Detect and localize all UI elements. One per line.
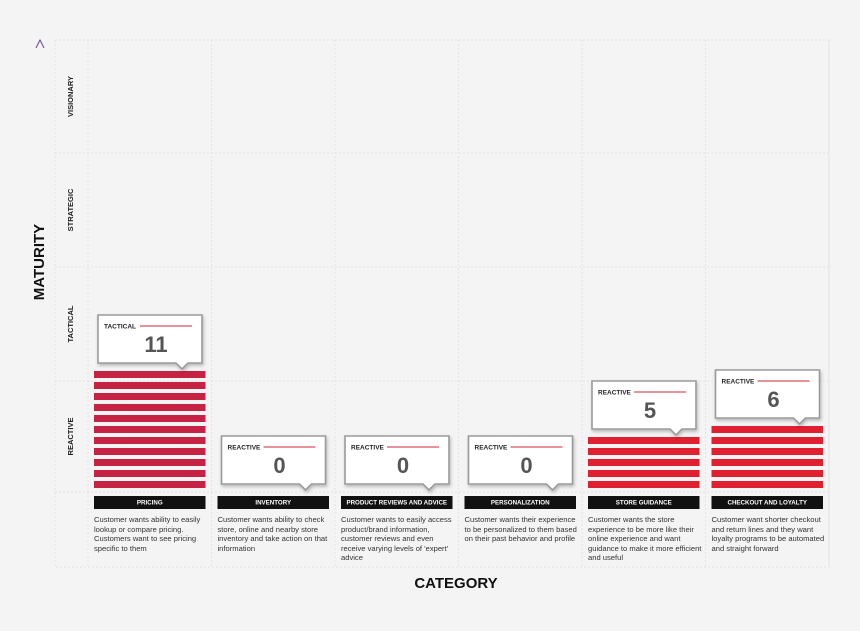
callout-value: 11 [144,332,167,357]
callout-value: 0 [397,453,409,478]
maturity-label: REACTIVE [66,418,75,456]
callout-box [714,369,821,426]
category-label: PRODUCT REVIEWS AND ADVICE [346,500,447,507]
category-label: STORE GUIDANCE [616,500,672,507]
maturity-label: TACTICAL [66,305,75,342]
callout-value: 5 [644,398,656,423]
category-bar [464,496,576,509]
bar [711,426,823,492]
callout-box [97,314,203,371]
callout [220,435,327,492]
callout [344,435,450,492]
category-description: Customer wants ability to check store, o… [217,515,328,553]
category-label: INVENTORY [255,500,292,507]
category-bar [711,496,823,509]
callout-level: REACTIVE [722,379,756,386]
callout [714,369,821,426]
y-axis-title: MATURITY [31,224,48,300]
maturity-label: STRATEGIC [66,188,75,231]
callout-box [220,435,327,492]
category-label: CHECKOUT AND LOYALTY [727,500,807,507]
category-bar [217,496,329,509]
callout [591,380,697,437]
callout-box [591,380,697,437]
x-axis-title: CATEGORY [414,575,497,592]
category-bar [341,496,453,509]
category-description: Customer want shorter checkout and retur… [711,515,825,553]
callout-level: TACTICAL [104,324,136,331]
callout [97,314,203,371]
bar [588,437,700,492]
callout [467,435,574,492]
category-label: PRICING [137,500,163,507]
category-description: Customer wants their experience to be pe… [464,515,577,544]
callout-level: REACTIVE [228,445,262,452]
callout-value: 6 [767,387,779,412]
bar [94,371,206,492]
arrow-head [35,38,45,49]
callout-level: REACTIVE [475,445,509,452]
category-bar [588,496,700,509]
grid-frame [54,39,830,568]
category-description: Customer wants ability to easily lookup … [94,515,201,553]
callout-box [344,435,450,492]
callout-box [467,435,574,492]
category-description: Customer wants to easily access product/… [341,515,452,563]
callout-value: 0 [520,453,532,478]
category-description: Customer wants the store experience to b… [588,515,702,563]
title-backdrop [28,212,52,316]
category-bar [94,496,206,509]
callout-level: REACTIVE [598,390,632,397]
callout-level: REACTIVE [351,445,385,452]
callout-value: 0 [273,453,285,478]
category-label: PERSONALIZATION [491,500,550,507]
maturity-label: VISIONARY [66,76,75,117]
